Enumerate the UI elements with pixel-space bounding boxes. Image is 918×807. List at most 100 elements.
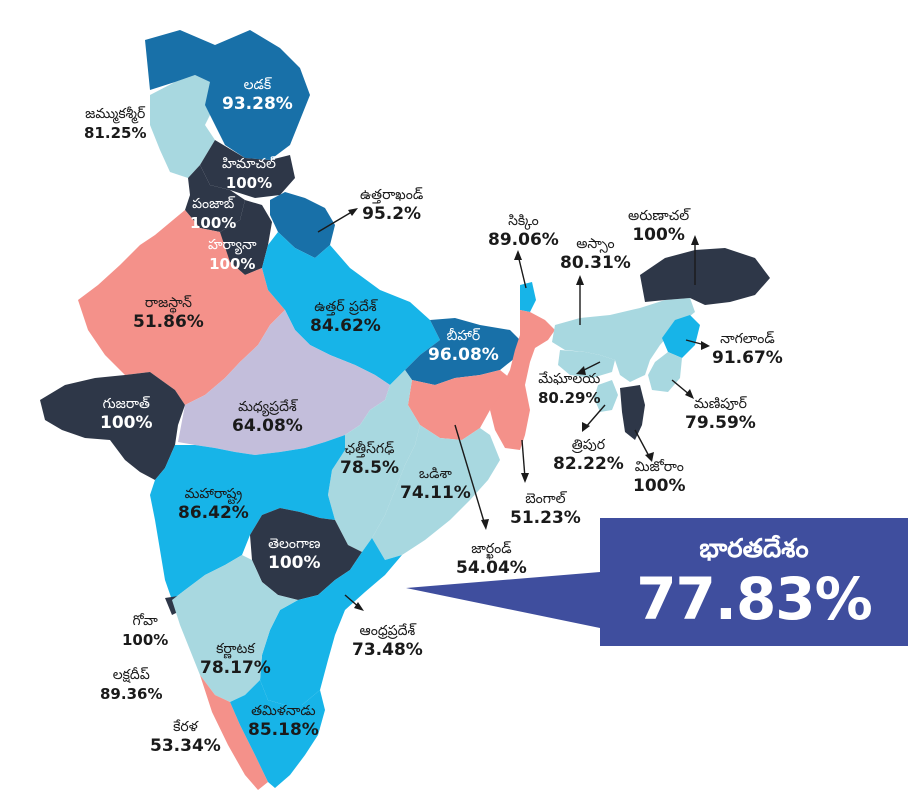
region-tamilnadu [230,680,325,788]
region-tripura [594,380,618,412]
mizoram-value: 100% [633,476,686,496]
region-kerala [200,675,268,790]
chhattisgarh-name: ఛత్తీస్‌గఢ్ [344,441,395,457]
uttarakhand-name: ఉత్తరాఖండ్ [360,187,424,203]
gujarat-name: గుజరాత్ [102,396,150,412]
label-himachal: హిమాచల్ 100% [222,155,276,193]
label-karnataka: కర్ణాటక 78.17% [200,640,271,678]
label-assam: అస్సాం 80.31% [560,235,631,273]
sikkim-name: సిక్కిం [508,213,539,229]
ladakh-value: 93.28% [222,94,293,114]
region-ladakh [145,30,310,160]
sikkim-value: 89.06% [488,230,559,250]
region-manipur [648,352,682,392]
uttarakhand-value: 95.2% [362,204,422,224]
label-gujarat: గుజరాత్ 100% [100,395,153,433]
region-punjab [185,165,245,232]
label-sikkim: సిక్కిం 89.06% [488,212,559,250]
karnataka-name: కర్ణాటక [216,641,255,657]
gujarat-value: 100% [100,413,153,433]
bihar-value: 96.08% [428,345,499,365]
arunachal-name: అరుణాచల్ [628,208,690,224]
tripura-value: 82.22% [553,454,624,474]
region-himachal [200,140,295,198]
region-jk [150,75,215,178]
odisha-name: ఒడిశా [418,466,452,482]
region-odisha [372,425,500,560]
jk-name: జమ్ముకశ్మీర్ [85,106,146,122]
manipur-name: మణిపూర్ [693,396,747,412]
label-uttarakhand: ఉత్తరాఖండ్ 95.2% [360,186,423,224]
kerala-value: 53.34% [150,736,221,756]
lakshadweep-value: 89.36% [100,685,163,703]
label-tripura: త్రిపుర 82.22% [553,436,624,474]
region-maharashtra [150,435,345,600]
up-name: ఉత్తర్ ప్రదేశ్ [314,299,377,315]
region-mp [178,310,390,455]
region-assam [552,298,695,382]
region-meghalaya [558,350,615,378]
meghalaya-value: 80.29% [538,389,601,407]
goa-name: గోవా [132,613,158,629]
andhra-name: ఆంధ్రప్రదేశ్ [359,623,416,639]
label-maharashtra: మహారాష్ట్ర 86.42% [178,485,249,523]
tripura-name: త్రిపుర [571,437,606,453]
rajasthan-name: రాజస్థాన్ [144,295,192,311]
nagaland-value: 91.67% [712,348,783,368]
maharashtra-name: మహారాష్ట్ర [184,486,243,502]
bengal-value: 51.23% [510,508,581,528]
punjab-value: 100% [190,214,237,232]
label-jk: జమ్ముకశ్మీర్ 81.25% [84,105,146,143]
arunachal-value: 100% [632,225,685,245]
bengal-name: బెంగాల్ [525,491,566,507]
kerala-name: కేరళ [173,719,198,735]
region-bengal [490,310,555,450]
andhra-value: 73.48% [352,640,423,660]
region-chhattisgarh [328,370,420,552]
punjab-name: పంజాబ్ [192,196,235,212]
label-odisha: ఒడిశా 74.11% [400,465,471,503]
himachal-value: 100% [225,174,273,192]
label-goa: గోవా 100% [122,612,168,650]
telangana-value: 100% [268,553,321,573]
label-telangana: తెలంగాణ 100% [268,535,321,573]
label-manipur: మణిపూర్ 79.59% [685,395,756,433]
label-meghalaya: మేఘాలయ 80.29% [538,370,600,408]
region-sikkim [520,282,536,312]
goa-value: 100% [122,631,169,649]
up-value: 84.62% [310,316,381,336]
region-gujarat [40,372,185,480]
region-telangana [250,508,362,600]
jk-value: 81.25% [84,124,147,142]
ladakh-name: లడక్ [243,77,272,93]
odisha-value: 74.11% [400,483,471,503]
mp-value: 64.08% [232,416,303,436]
chhattisgarh-value: 78.5% [340,458,399,478]
label-lakshadweep: లక్షదీప్ 89.36% [100,666,162,704]
label-mizoram: మిజోరాం 100% [633,458,686,496]
tamilnadu-name: తమిళనాడు [251,703,316,719]
national-pointer [406,572,600,628]
label-tamilnadu: తమిళనాడు 85.18% [248,702,319,740]
label-haryana: హర్యానా 100% [208,236,257,274]
label-bengal: బెంగాల్ 51.23% [510,490,581,528]
national-summary-box: భారతదేశం 77.83% [600,518,908,646]
assam-value: 80.31% [560,253,631,273]
label-punjab: పంజాబ్ 100% [190,195,236,233]
region-haryana [215,200,272,275]
callout-arrowheads [348,208,710,611]
label-bihar: బీహార్ 96.08% [428,327,499,365]
region-karnataka [172,555,298,702]
jharkhand-value: 54.04% [456,558,527,578]
bihar-name: బీహార్ [446,328,481,344]
region-up [262,232,440,385]
haryana-name: హర్యానా [208,237,257,253]
manipur-value: 79.59% [685,413,756,433]
label-chhattisgarh: ఛత్తీస్‌గఢ్ 78.5% [340,440,399,478]
label-nagaland: నాగలాండ్ 91.67% [712,330,783,368]
mizoram-name: మిజోరాం [634,459,684,475]
region-bihar [405,318,520,385]
jharkhand-name: జార్ఖండ్ [471,541,512,557]
national-name: భారతదేశం [699,534,809,564]
karnataka-value: 78.17% [200,658,271,678]
